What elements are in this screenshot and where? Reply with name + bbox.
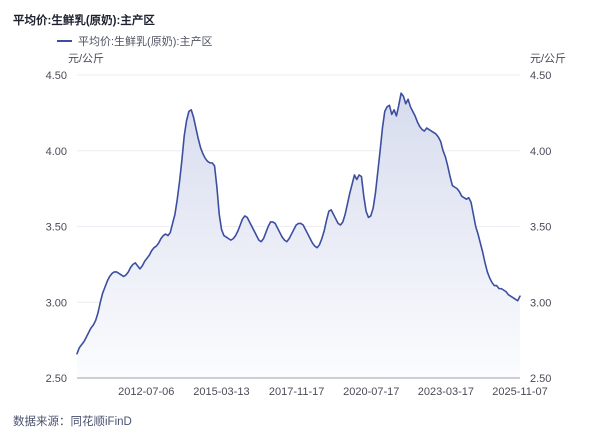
- legend-line-marker: [57, 40, 72, 42]
- x-tick-label: 2017-11-17: [269, 386, 324, 398]
- price-line: [76, 92, 521, 355]
- y-tick-label-left: 3.00: [46, 297, 67, 309]
- y-tick-label-right: 4.00: [530, 146, 551, 158]
- x-tick-label: 2020-07-17: [343, 386, 399, 398]
- price-area: [77, 93, 520, 378]
- y-tick-label-right: 3.00: [530, 297, 551, 309]
- y-axis-unit-right: 元/公斤: [530, 53, 567, 65]
- data-source: 数据来源：同花顺iFinD: [13, 416, 132, 428]
- x-tick-label: 2015-03-13: [193, 386, 249, 398]
- x-tick-label: 2023-03-17: [418, 386, 474, 398]
- y-tick-label-left: 4.50: [46, 70, 67, 82]
- y-tick-label-right: 4.50: [530, 70, 551, 82]
- legend: 平均价:生鲜乳(原奶):主产区: [57, 33, 212, 49]
- y-tick-label-left: 3.50: [46, 222, 67, 234]
- x-tick-label: 2025-11-07: [492, 386, 547, 398]
- x-tick-label: 2012-07-06: [118, 386, 174, 398]
- legend-label: 平均价:生鲜乳(原奶):主产区: [78, 36, 213, 48]
- y-tick-label-left: 4.00: [46, 146, 67, 158]
- y-tick-label-right: 3.50: [530, 222, 551, 234]
- y-tick-label-right: 2.50: [530, 373, 551, 385]
- y-tick-label-left: 2.50: [46, 373, 67, 385]
- y-axis-unit-left: 元/公斤: [68, 53, 105, 65]
- chart-title: 平均价:生鲜乳(原奶):主产区: [13, 15, 155, 27]
